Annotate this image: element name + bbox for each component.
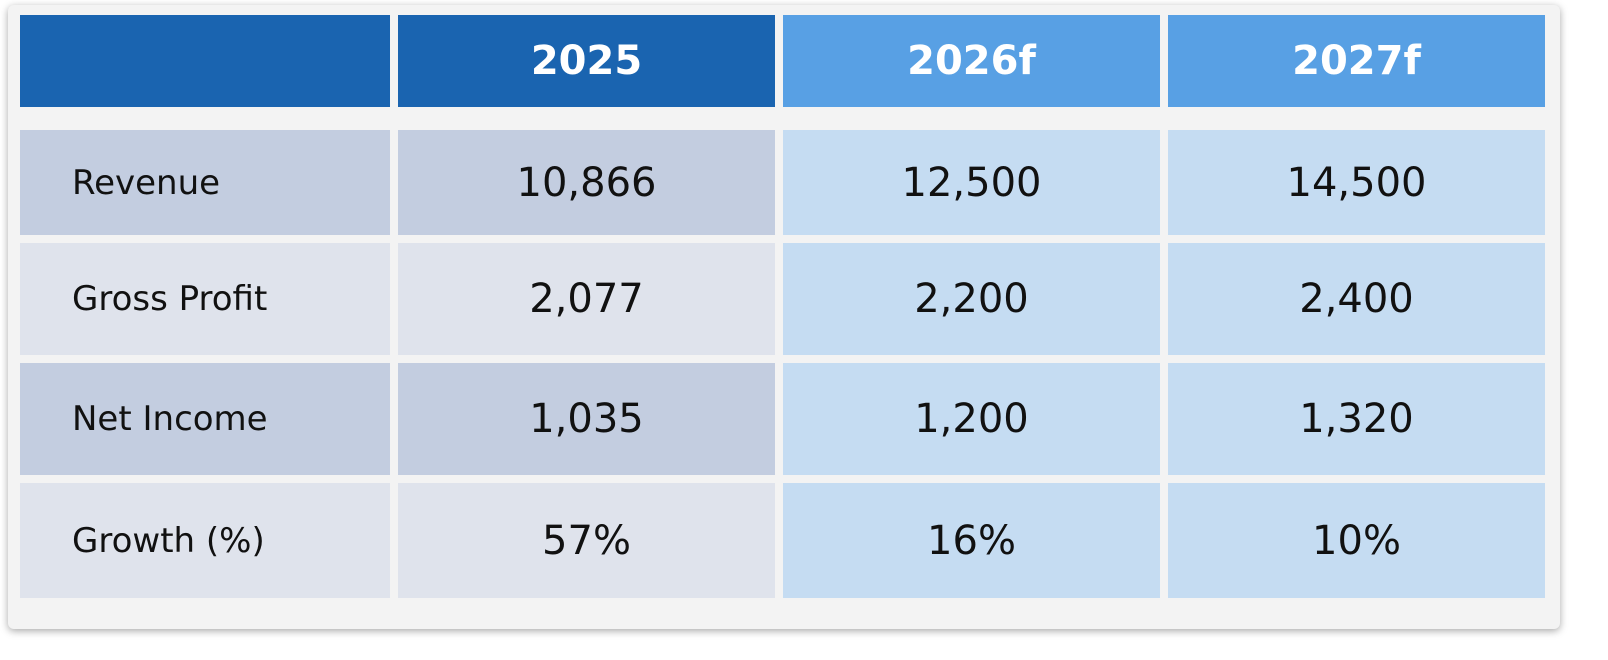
header-cell: [20, 15, 390, 107]
table-card: 2025 2026f 2027f Revenue 10,866 12,500 1…: [8, 5, 1560, 629]
header-cell: 2027f: [1168, 15, 1545, 107]
cell: 12,500: [783, 130, 1160, 235]
cell: 1,035: [398, 363, 775, 475]
cell: 10,866: [398, 130, 775, 235]
cell: 1,200: [783, 363, 1160, 475]
row-label: Growth (%): [20, 483, 390, 598]
cell: 16%: [783, 483, 1160, 598]
row-label: Gross Profit: [20, 243, 390, 355]
header-cell: 2025: [398, 15, 775, 107]
cell: 1,320: [1168, 363, 1545, 475]
cell: 2,077: [398, 243, 775, 355]
cell: 2,400: [1168, 243, 1545, 355]
row-label: Revenue: [20, 130, 390, 235]
cell: 14,500: [1168, 130, 1545, 235]
row-label: Net Income: [20, 363, 390, 475]
table: 2025 2026f 2027f Revenue 10,866 12,500 1…: [20, 15, 1545, 598]
cell: 2,200: [783, 243, 1160, 355]
cell: 57%: [398, 483, 775, 598]
header-cell: 2026f: [783, 15, 1160, 107]
cell: 10%: [1168, 483, 1545, 598]
